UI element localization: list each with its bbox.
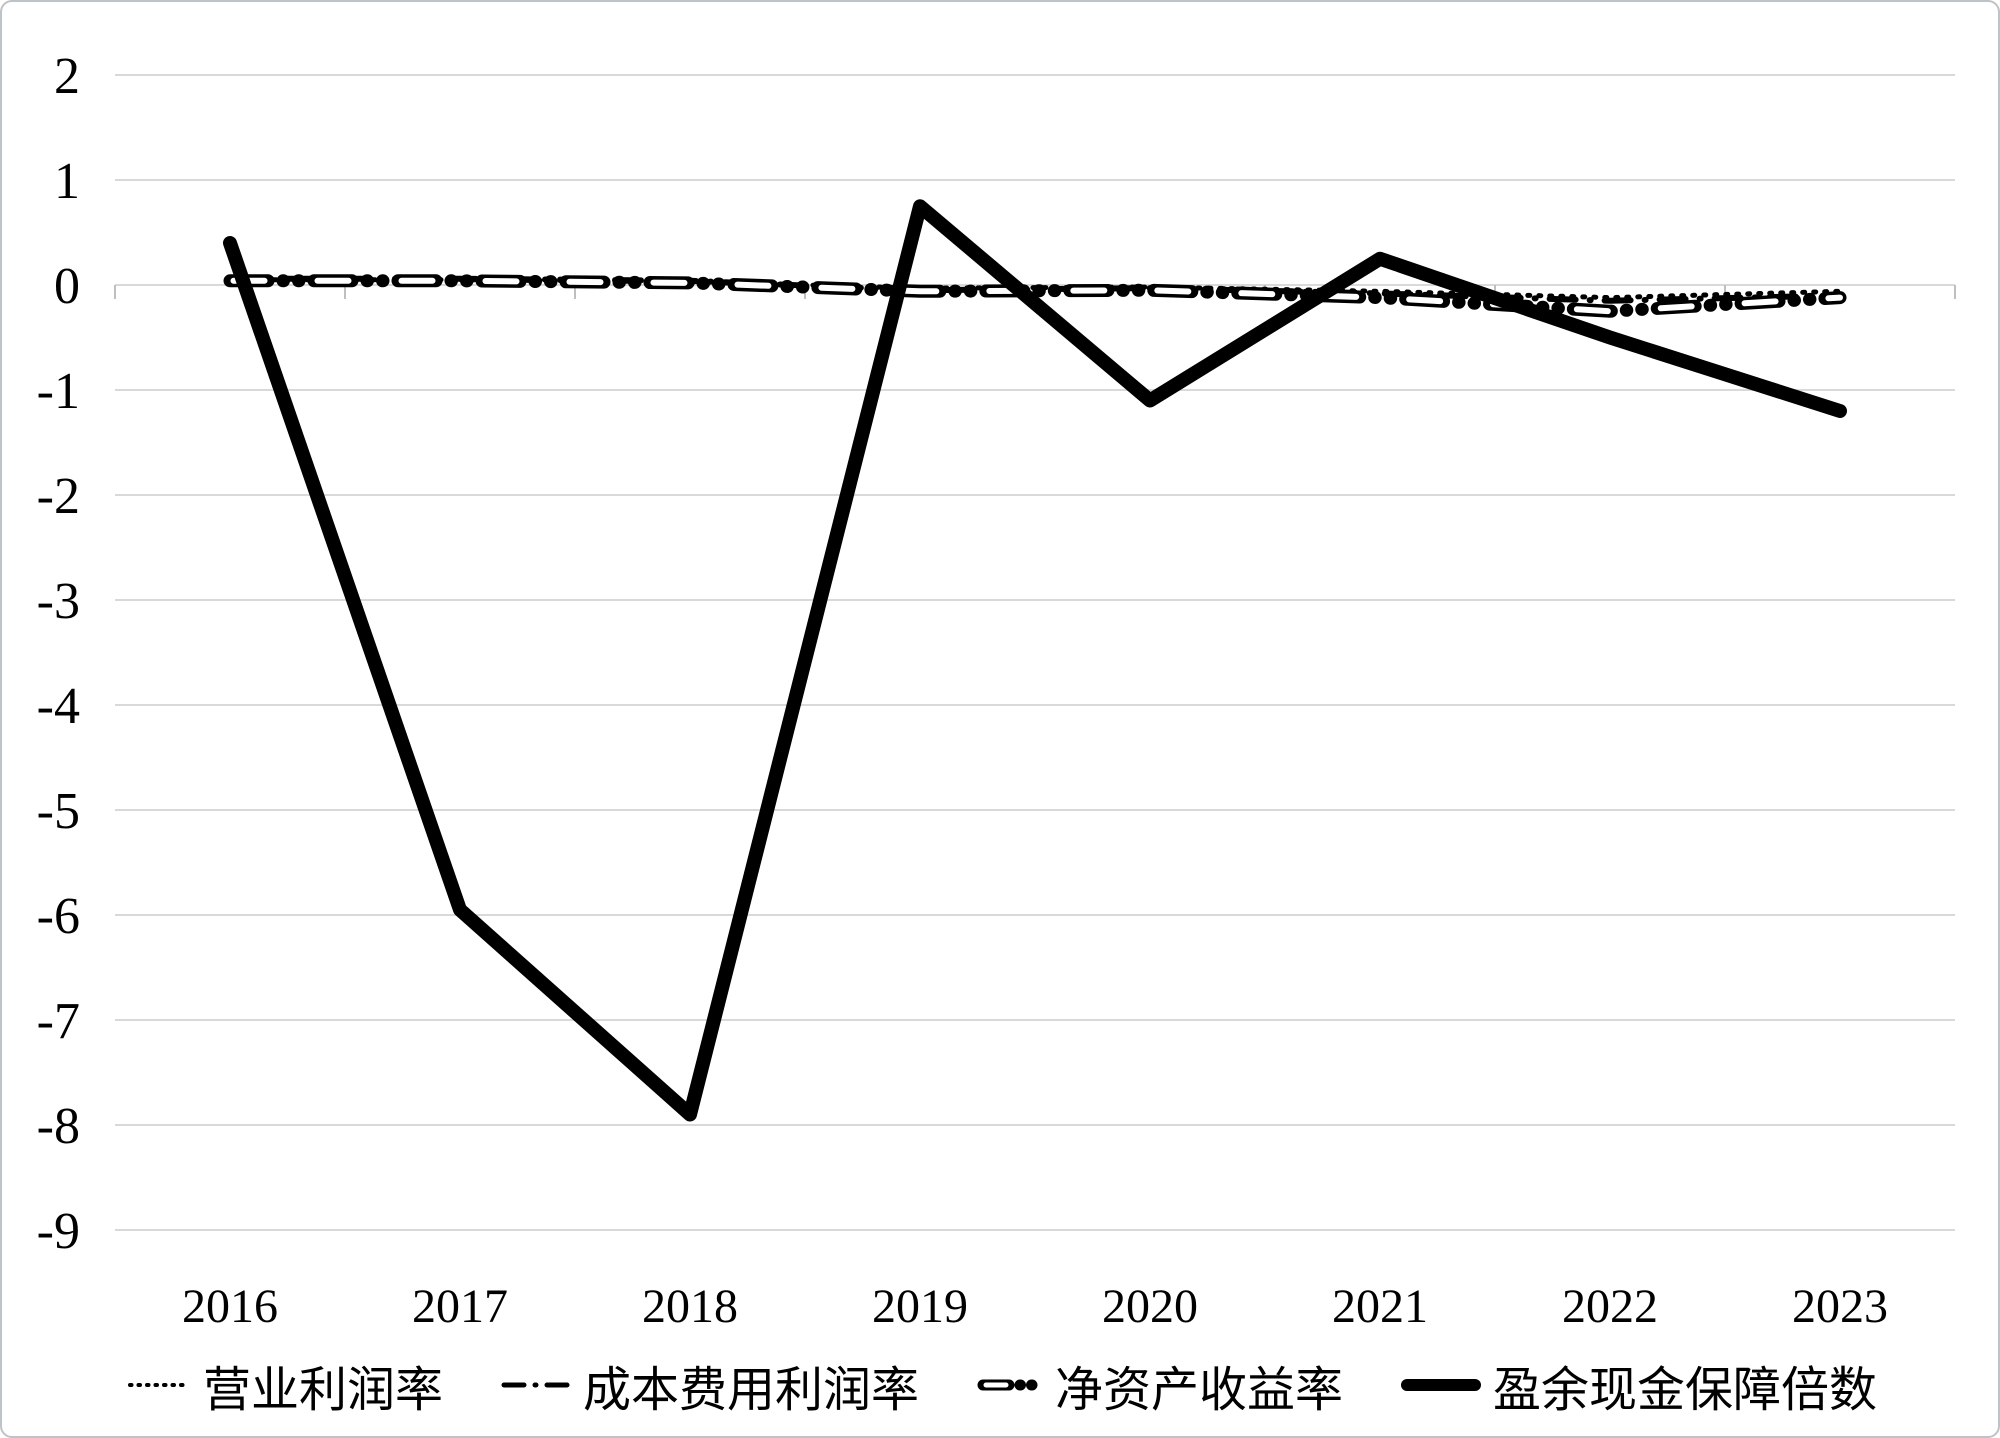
y-axis-label: -7 [37, 993, 80, 1050]
x-axis-label: 2019 [872, 1280, 968, 1333]
series-line-roe-hollow-overlay [227, 277, 1843, 315]
y-axis-label: -4 [37, 678, 80, 735]
series-line [227, 275, 1843, 304]
chart-legend: 营业利润率 成本费用利润率 净资产收益率 盈余现金保障倍数 [2, 1350, 1998, 1420]
x-axis-label: 2017 [412, 1280, 508, 1333]
series-line [223, 199, 1847, 1122]
profitability-line-chart: 2 1 0 -1 -2 -3 -4 -5 -6 -7 -8 -9 2016 2017 2018 2019 202… [37, 48, 1956, 1333]
y-axis-label: -9 [37, 1203, 80, 1260]
y-axis-label: -2 [37, 468, 80, 525]
legend-item-return-on-equity: 净资产收益率 [977, 1350, 1343, 1420]
legend-label: 营业利润率 [202, 1364, 443, 1417]
y-axis-label: 2 [54, 48, 80, 105]
y-axis-label: 0 [54, 258, 80, 315]
y-axis-label: -6 [37, 888, 80, 945]
dotted-line-swatch-icon [127, 1383, 190, 1387]
y-axis-label: -1 [37, 363, 80, 420]
y-axis-label: -8 [37, 1098, 80, 1155]
legend-label: 盈余现金保障倍数 [1493, 1364, 1878, 1417]
legend-label: 成本费用利润率 [582, 1364, 919, 1417]
x-axis-label: 2021 [1332, 1280, 1428, 1333]
x-axis-label: 2016 [182, 1280, 278, 1333]
y-axis-label: 1 [54, 153, 80, 210]
x-axis-label: 2023 [1792, 1280, 1888, 1333]
legend-item-operating-profit-margin: 营业利润率 [127, 1350, 443, 1420]
legend-item-cost-expense-profit-margin: 成本费用利润率 [501, 1350, 919, 1420]
legend-label: 净资产收益率 [1055, 1364, 1344, 1417]
y-axis-label: -3 [37, 573, 80, 630]
y-axis-label: -5 [37, 783, 80, 840]
x-axis-label: 2020 [1102, 1280, 1198, 1333]
hollow-dash-dot-dot-swatch-icon [977, 1379, 1043, 1391]
dash-dot-line-swatch-icon [501, 1382, 571, 1388]
x-axis-label: 2022 [1562, 1280, 1658, 1333]
x-axis-label: 2018 [642, 1280, 738, 1333]
thick-solid-line-swatch-icon [1401, 1379, 1482, 1391]
legend-item-surplus-cash-coverage: 盈余现金保障倍数 [1401, 1350, 1877, 1420]
